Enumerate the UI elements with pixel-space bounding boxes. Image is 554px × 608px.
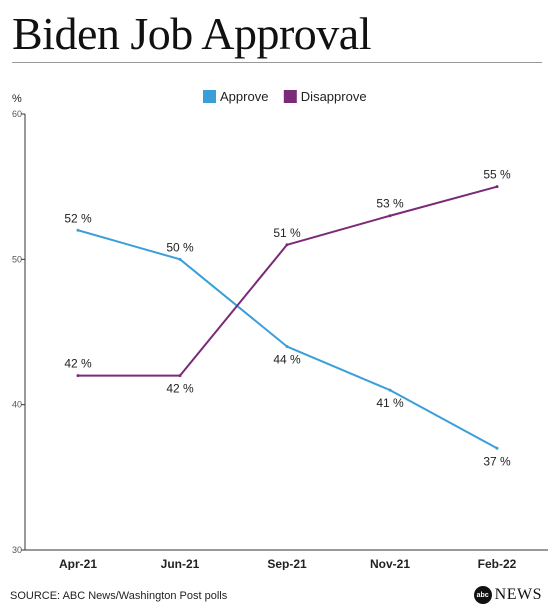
y-tick-label: 40 [12,400,22,410]
data-point [76,374,80,378]
series-line [77,229,498,450]
logo-text: NEWS [494,586,542,603]
x-tick-label: Sep-21 [267,557,307,570]
x-tick-label: Nov-21 [370,557,410,570]
data-label: 41 % [376,396,404,410]
y-tick-label: 30 [12,545,22,555]
source-note: SOURCE: ABC News/Washington Post polls [10,590,228,602]
y-axis-label: % [12,93,22,105]
data-point [285,243,289,247]
x-tick-label: Jun-21 [161,557,200,570]
data-label: 53 % [376,197,404,211]
data-point [178,257,182,261]
data-label: 37 % [483,454,511,468]
title-divider [12,62,542,63]
data-point [388,214,392,218]
data-label: 44 % [273,353,301,367]
chart-title: Biden Job Approval [12,8,371,59]
data-label: 42 % [64,357,92,371]
abc-news-logo: abc NEWS [473,586,542,604]
y-tick-label: 60 [12,109,22,119]
data-point [285,345,289,349]
legend-label: Disapprove [301,89,367,104]
legend-swatch [283,90,297,103]
data-point [495,446,499,450]
data-point [388,388,392,392]
data-point [178,374,182,378]
data-label: 55 % [483,168,511,182]
y-tick-label: 50 [12,254,22,264]
data-label: 42 % [166,382,194,396]
legend-swatch [203,90,216,103]
data-point [495,185,499,189]
data-label: 51 % [273,226,301,240]
data-point [76,228,80,232]
data-label: 50 % [166,240,194,254]
data-label: 52 % [64,211,92,225]
x-tick-label: Apr-21 [59,557,97,570]
legend-label: Approve [220,89,268,104]
line-chart: % 30 40 50 60 Apr-21 Jun-21 Sep-21 Nov-21 Feb-22 A… [12,89,548,570]
abc-logo-icon: abc [473,586,492,604]
x-tick-label: Feb-22 [478,557,517,570]
